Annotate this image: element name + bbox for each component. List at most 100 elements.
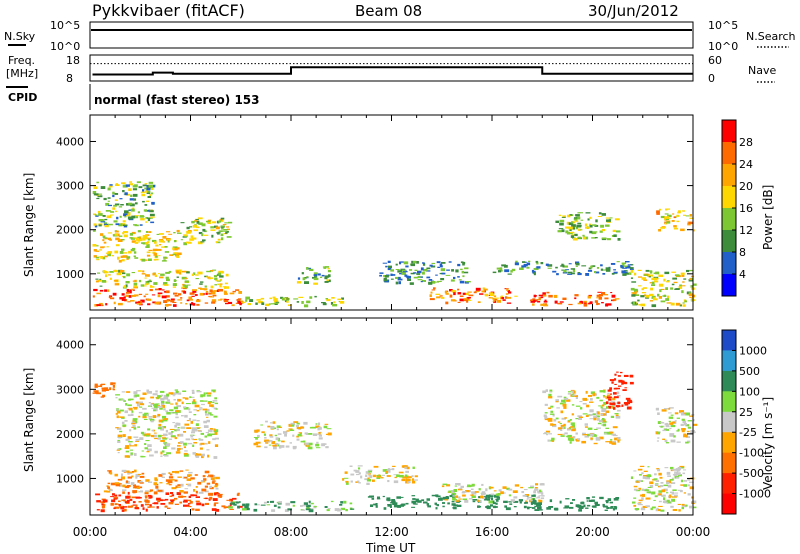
data-cell — [689, 269, 693, 272]
data-cell — [569, 419, 572, 421]
data-cell — [147, 444, 152, 447]
data-cell — [660, 425, 663, 428]
data-cell — [133, 255, 136, 257]
data-cell — [595, 219, 598, 223]
data-cell — [528, 487, 534, 489]
data-cell — [358, 482, 361, 484]
data-cell — [129, 443, 132, 446]
data-cell — [164, 454, 169, 457]
data-cell — [213, 415, 218, 418]
data-cell — [291, 424, 295, 427]
data-cell — [471, 495, 476, 498]
data-cell — [175, 402, 178, 405]
data-cell — [564, 417, 567, 419]
data-cell — [638, 504, 643, 506]
data-cell — [309, 426, 313, 429]
data-cell — [107, 197, 111, 199]
data-cell — [106, 490, 111, 493]
data-cell — [658, 500, 662, 503]
data-cell — [190, 494, 195, 497]
data-cell — [659, 485, 664, 487]
data-cell — [277, 502, 282, 505]
data-cell — [647, 466, 650, 468]
data-cell — [317, 426, 322, 430]
data-cell — [474, 290, 480, 292]
data-cell — [157, 273, 160, 275]
data-cell — [296, 427, 302, 430]
data-cell — [482, 287, 485, 290]
data-cell — [481, 491, 486, 494]
data-cell — [569, 441, 572, 444]
data-cell — [642, 287, 647, 289]
data-cell — [391, 468, 395, 471]
data-cell — [571, 221, 574, 224]
data-cell — [126, 273, 131, 277]
data-cell — [453, 292, 456, 296]
data-cell — [612, 273, 618, 275]
data-patch — [555, 212, 621, 241]
data-cell — [145, 293, 149, 295]
data-cell — [277, 506, 281, 509]
data-cell — [614, 373, 617, 376]
data-cell — [682, 412, 687, 414]
data-cell — [104, 289, 107, 292]
data-cell — [592, 413, 596, 416]
data-cell — [318, 434, 322, 437]
data-cell — [176, 255, 180, 258]
data-cell — [132, 425, 136, 428]
data-cell — [237, 298, 242, 300]
data-cell — [130, 238, 136, 240]
data-cell — [180, 239, 183, 241]
data-cell — [673, 216, 676, 219]
data-cell — [221, 271, 224, 274]
data-cell — [224, 286, 227, 289]
data-cell — [240, 300, 243, 302]
data-cell — [448, 490, 453, 493]
data-cell — [651, 304, 657, 308]
data-cell — [286, 301, 289, 303]
data-cell — [196, 226, 200, 229]
data-cell — [139, 486, 143, 489]
data-cell — [296, 425, 299, 427]
data-cell — [118, 500, 121, 502]
data-cell — [301, 272, 304, 275]
data-cell — [486, 505, 490, 507]
data-cell — [683, 492, 686, 494]
data-cell — [133, 391, 138, 395]
data-cell — [147, 506, 151, 508]
data-cell — [183, 504, 188, 507]
data-cell — [537, 490, 543, 494]
data-cell — [124, 501, 130, 504]
data-cell — [120, 476, 125, 480]
data-cell — [452, 497, 456, 501]
data-cell — [239, 505, 243, 508]
data-cell — [631, 292, 637, 294]
time-tick-label: 00:00 — [73, 525, 108, 539]
data-cell — [483, 499, 489, 501]
data-cell — [107, 237, 112, 241]
data-cell — [468, 294, 474, 297]
data-cell — [526, 262, 531, 266]
data-cell — [562, 271, 568, 274]
colorbar-swatch — [722, 391, 736, 413]
data-cell — [387, 260, 391, 263]
data-cell — [481, 492, 486, 496]
data-cell — [166, 299, 170, 302]
data-cell — [153, 409, 156, 412]
data-cell — [667, 295, 670, 299]
data-cell — [119, 198, 123, 200]
data-cell — [203, 478, 207, 481]
data-cell — [455, 483, 459, 485]
data-cell — [444, 499, 449, 501]
data-cell — [108, 470, 112, 474]
data-cell — [162, 419, 168, 422]
data-cell — [109, 489, 113, 492]
data-cell — [132, 193, 138, 197]
data-cell — [584, 223, 588, 227]
data-cell — [576, 216, 581, 220]
data-cell — [672, 468, 677, 471]
data-cell — [115, 223, 120, 226]
data-cell — [463, 271, 469, 274]
data-cell — [495, 498, 500, 500]
data-cell — [562, 297, 567, 300]
